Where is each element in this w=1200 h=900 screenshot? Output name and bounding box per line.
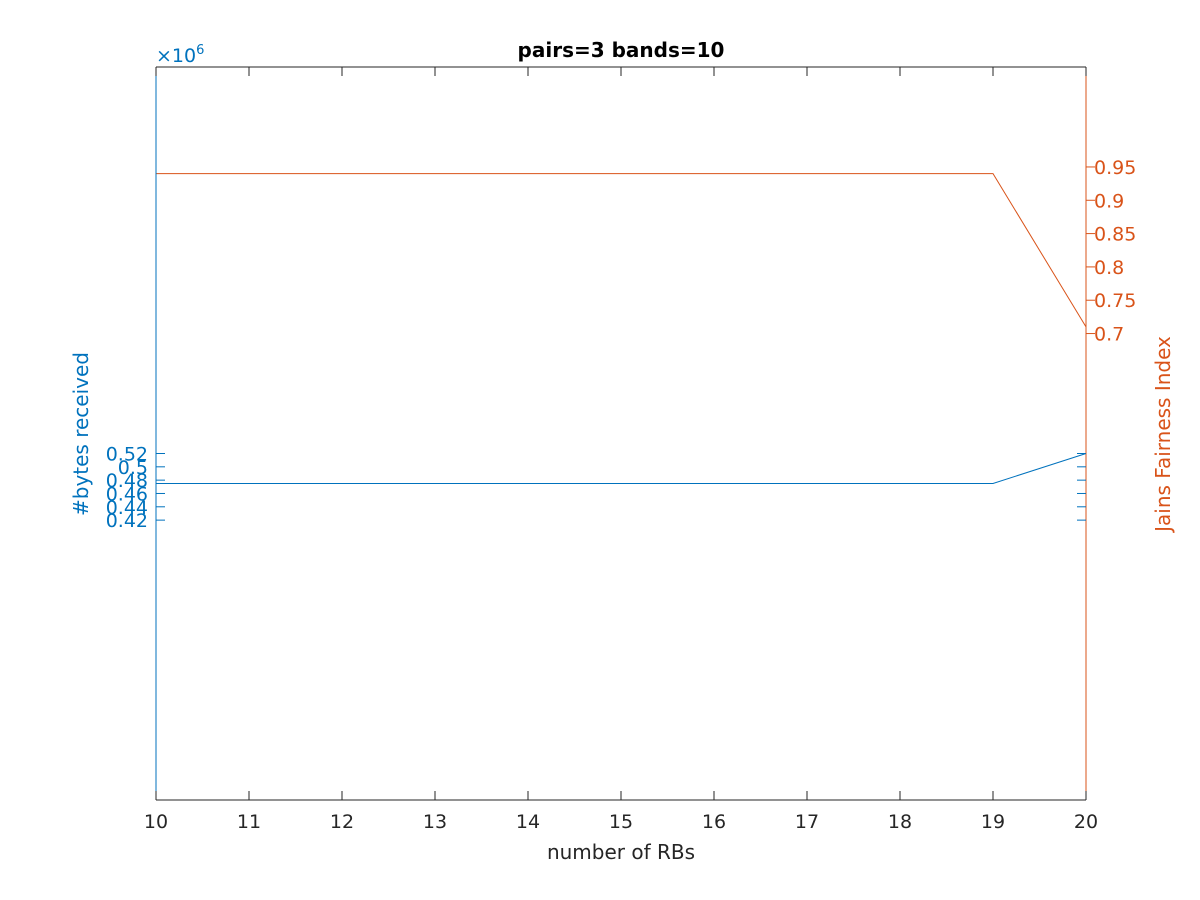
right-axis-label: Jains Fairness Index bbox=[1151, 336, 1175, 534]
x-tick-label: 16 bbox=[702, 811, 726, 833]
right-y-tick-label: 0.8 bbox=[1094, 257, 1124, 279]
left-y-tick-label: 0.48 bbox=[106, 470, 148, 492]
x-tick-label: 14 bbox=[516, 811, 540, 833]
x-tick-label: 11 bbox=[237, 811, 261, 833]
x-tick-label: 18 bbox=[888, 811, 912, 833]
left-axis-exponent-label: ×106 bbox=[156, 43, 204, 67]
left-y-tick-label: 0.46 bbox=[106, 483, 148, 505]
x-tick-label: 10 bbox=[144, 811, 168, 833]
left-axis-label: #bytes received bbox=[69, 352, 93, 516]
x-tick-label: 15 bbox=[609, 811, 633, 833]
right-y-tick-label: 0.9 bbox=[1094, 190, 1124, 212]
series-layer bbox=[156, 173, 1087, 484]
chart-title: pairs=3 bands=10 bbox=[518, 38, 725, 62]
left-y-tick-label: 0.42 bbox=[106, 510, 148, 532]
right-y-tick-label: 0.7 bbox=[1094, 324, 1124, 346]
left-y-tick-label: 0.44 bbox=[106, 497, 148, 519]
fairness-index-line bbox=[156, 173, 1087, 328]
x-tick-label: 19 bbox=[981, 811, 1005, 833]
x-tick-label: 13 bbox=[423, 811, 447, 833]
right-y-tick-label: 0.95 bbox=[1094, 157, 1136, 179]
x-axis-label: number of RBs bbox=[547, 840, 695, 864]
left-y-tick-label: 0.52 bbox=[106, 443, 148, 465]
labels-layer: pairs=3 bands=10 number of RBs #bytes re… bbox=[69, 38, 1175, 864]
exponent-base: ×10 bbox=[156, 45, 196, 67]
x-tick-label: 17 bbox=[795, 811, 819, 833]
axes-layer: 10 11 12 13 14 15 16 17 18 19 200.420.440.460.480.… bbox=[106, 66, 1136, 833]
right-y-tick-label: 0.75 bbox=[1094, 290, 1136, 312]
left-y-tick-label: 0.5 bbox=[118, 457, 148, 479]
x-tick-label: 12 bbox=[330, 811, 354, 833]
bytes-received-line bbox=[156, 453, 1087, 484]
right-y-tick-label: 0.85 bbox=[1094, 224, 1136, 246]
exponent-power: 6 bbox=[196, 43, 204, 58]
plot-area bbox=[156, 67, 1086, 800]
x-tick-label: 20 bbox=[1074, 811, 1098, 833]
